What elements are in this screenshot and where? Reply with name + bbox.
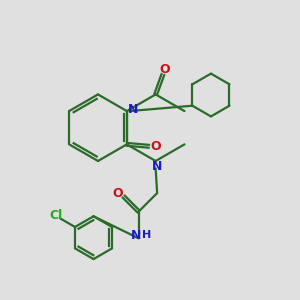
Text: N: N (152, 160, 162, 173)
Text: O: O (113, 187, 124, 200)
Text: N: N (130, 230, 141, 242)
Text: Cl: Cl (50, 209, 63, 223)
Text: H: H (142, 230, 152, 240)
Text: O: O (159, 63, 170, 76)
Text: O: O (150, 140, 161, 153)
Text: N: N (128, 103, 138, 116)
